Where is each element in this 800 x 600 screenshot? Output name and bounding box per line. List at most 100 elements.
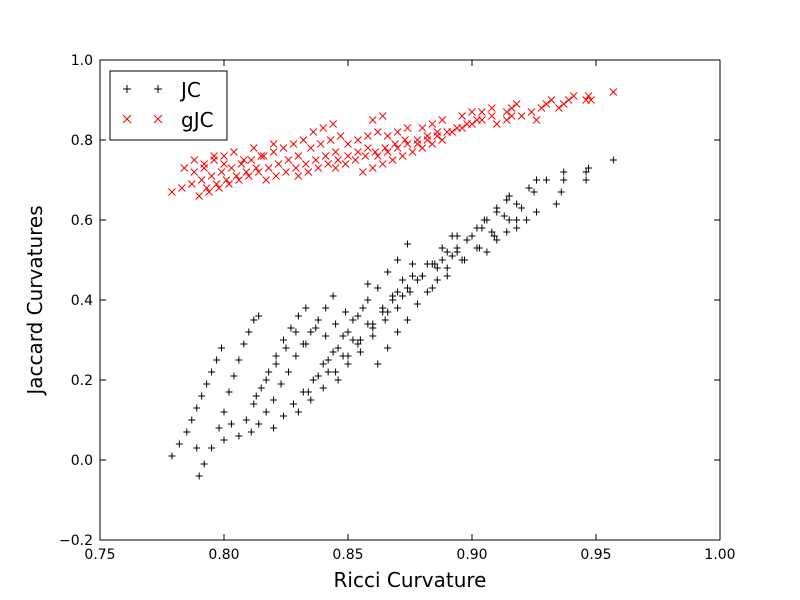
data-point-gjc bbox=[507, 112, 516, 120]
data-point-gjc bbox=[361, 152, 370, 160]
axis-ticks: 0.75 0.80 0.85 0.90 0.95 1.00 −0.2 0.0 0.2 0.4 0.6… bbox=[59, 53, 736, 563]
data-point-gjc bbox=[383, 132, 392, 140]
data-point-jc bbox=[443, 264, 451, 272]
legend-marks bbox=[122, 85, 163, 124]
data-point-jc bbox=[287, 324, 295, 332]
points-layer bbox=[168, 88, 618, 480]
data-point-jc bbox=[220, 436, 228, 444]
data-point-gjc bbox=[413, 136, 422, 144]
data-point-jc bbox=[324, 356, 332, 364]
data-point-gjc bbox=[205, 188, 213, 196]
data-point-gjc bbox=[210, 152, 218, 160]
data-point-gjc bbox=[326, 136, 335, 144]
data-point-jc bbox=[493, 204, 501, 212]
data-point-gjc bbox=[304, 168, 313, 176]
data-point-jc bbox=[374, 360, 382, 368]
data-point-gjc bbox=[311, 156, 320, 164]
data-point-jc bbox=[193, 444, 201, 452]
data-point-gjc bbox=[341, 160, 350, 168]
data-point-gjc bbox=[331, 164, 340, 172]
data-point-jc bbox=[518, 204, 526, 212]
data-point-gjc bbox=[391, 140, 399, 148]
data-point-jc bbox=[272, 352, 280, 360]
data-point-jc bbox=[292, 328, 300, 336]
data-point-gjc bbox=[554, 104, 563, 112]
data-point-jc bbox=[513, 200, 521, 208]
data-point-jc bbox=[332, 368, 340, 376]
data-point-jc bbox=[304, 388, 312, 396]
data-point-jc bbox=[438, 256, 446, 264]
data-point-jc bbox=[483, 216, 491, 224]
legend-label-jc: JC bbox=[179, 78, 201, 102]
data-point-gjc bbox=[227, 164, 236, 172]
data-point-gjc bbox=[220, 152, 228, 160]
data-point-gjc bbox=[487, 104, 496, 112]
data-point-gjc bbox=[168, 188, 176, 196]
data-point-gjc bbox=[393, 128, 402, 136]
data-point-gjc bbox=[314, 164, 323, 172]
data-point-jc bbox=[381, 316, 389, 324]
x-axis-title: Ricci Curvature bbox=[334, 568, 487, 592]
data-point-gjc bbox=[547, 96, 556, 104]
data-point-gjc bbox=[517, 112, 526, 120]
data-point-jc bbox=[289, 400, 297, 408]
data-point-jc bbox=[523, 216, 531, 224]
data-point-gjc bbox=[408, 148, 417, 156]
data-point-jc bbox=[364, 280, 372, 288]
data-point-jc bbox=[433, 264, 441, 272]
data-point-gjc bbox=[282, 168, 290, 176]
data-point-gjc bbox=[438, 136, 447, 144]
data-point-gjc bbox=[458, 124, 466, 132]
data-point-jc bbox=[198, 392, 206, 400]
data-point-jc bbox=[262, 408, 270, 416]
data-point-gjc bbox=[306, 144, 315, 152]
data-point-gjc bbox=[584, 92, 593, 100]
data-point-jc bbox=[404, 284, 412, 292]
data-point-gjc bbox=[478, 116, 486, 124]
data-point-gjc bbox=[363, 144, 372, 152]
data-point-gjc bbox=[249, 144, 258, 152]
y-tick-label: 0.6 bbox=[71, 213, 93, 229]
x-tick-label: 0.95 bbox=[580, 547, 611, 563]
data-point-jc bbox=[448, 252, 456, 260]
x-tick-label: 0.80 bbox=[208, 547, 239, 563]
data-point-jc bbox=[319, 360, 327, 368]
y-tick-label: 1.0 bbox=[71, 53, 93, 69]
data-point-gjc bbox=[502, 108, 511, 116]
data-point-gjc bbox=[609, 88, 618, 96]
data-point-jc bbox=[284, 368, 292, 376]
data-point-gjc bbox=[368, 164, 377, 172]
data-point-jc bbox=[413, 276, 421, 284]
data-point-jc bbox=[329, 292, 337, 300]
data-point-gjc bbox=[257, 152, 266, 160]
y-axis-title: Jaccard Curvatures bbox=[23, 205, 47, 396]
data-point-jc bbox=[399, 292, 407, 300]
data-point-jc bbox=[215, 424, 223, 432]
data-point-jc bbox=[257, 384, 265, 392]
data-point-jc bbox=[250, 316, 258, 324]
data-point-gjc bbox=[371, 148, 380, 156]
data-point-jc bbox=[354, 312, 362, 320]
data-point-jc bbox=[309, 376, 317, 384]
data-point-gjc bbox=[215, 184, 223, 192]
data-point-gjc bbox=[299, 136, 308, 144]
legend-marker-jc bbox=[154, 85, 162, 93]
data-point-gjc bbox=[559, 100, 568, 108]
data-point-jc bbox=[247, 428, 255, 436]
data-point-gjc bbox=[274, 160, 283, 168]
data-point-jc bbox=[334, 344, 342, 352]
data-point-gjc bbox=[177, 184, 186, 192]
data-point-gjc bbox=[190, 168, 199, 176]
data-point-jc bbox=[220, 408, 228, 416]
data-point-gjc bbox=[359, 168, 367, 176]
data-point-jc bbox=[453, 232, 461, 240]
data-point-gjc bbox=[487, 112, 496, 120]
data-point-jc bbox=[384, 268, 392, 276]
data-point-jc bbox=[394, 304, 402, 312]
data-point-jc bbox=[560, 168, 568, 176]
data-point-jc bbox=[503, 228, 511, 236]
data-point-jc bbox=[394, 288, 402, 296]
data-point-jc bbox=[270, 424, 278, 432]
data-point-gjc bbox=[413, 140, 422, 148]
data-point-jc bbox=[324, 368, 332, 376]
